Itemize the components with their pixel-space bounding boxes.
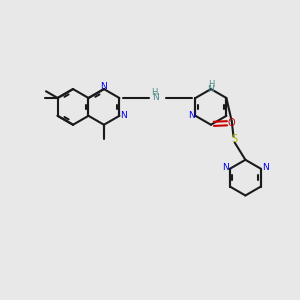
Text: N: N xyxy=(188,111,195,120)
Text: N: N xyxy=(100,82,107,91)
Text: N: N xyxy=(262,163,268,172)
Text: H: H xyxy=(151,88,158,97)
Text: N: N xyxy=(120,111,127,120)
Text: O: O xyxy=(228,118,236,128)
Text: N: N xyxy=(222,163,229,172)
Text: S: S xyxy=(231,134,237,144)
Text: N: N xyxy=(208,85,214,94)
Text: N: N xyxy=(152,93,159,102)
Text: H: H xyxy=(208,80,214,89)
